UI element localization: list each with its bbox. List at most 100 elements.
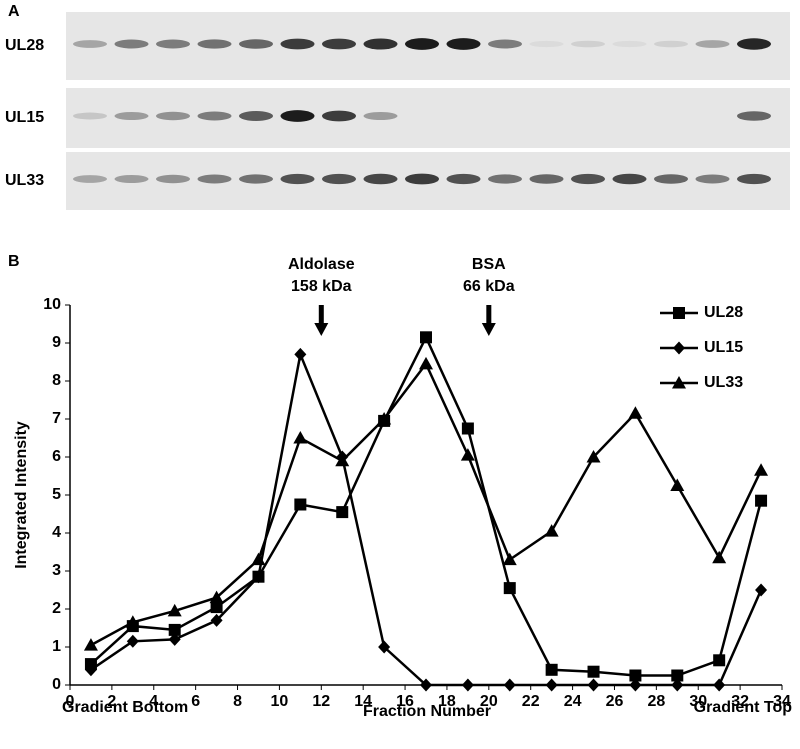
blot-band	[114, 174, 149, 184]
x-tick-label: 30	[689, 693, 707, 710]
x-tick-label: 8	[233, 693, 242, 710]
marker	[545, 663, 558, 676]
blot-band	[446, 38, 481, 50]
legend-label: UL33	[704, 374, 743, 391]
series-line	[90, 361, 763, 647]
annotation: 158 kDa	[291, 278, 352, 295]
marker	[294, 498, 307, 511]
annotation-arrow	[481, 305, 496, 336]
y-tick-label: 1	[52, 638, 61, 655]
marker	[167, 603, 182, 617]
blot-band	[405, 173, 439, 185]
x-tick-label: 34	[773, 693, 791, 710]
blot-band	[239, 174, 273, 184]
marker	[84, 663, 97, 677]
x-tick-label: 28	[647, 693, 665, 710]
blot-band	[695, 174, 730, 184]
x-tick-label: 26	[606, 693, 624, 710]
marker	[544, 524, 559, 537]
blot-band	[529, 40, 564, 48]
y-tick-label: 4	[52, 524, 61, 541]
marker	[83, 638, 98, 651]
blot-label: UL33	[5, 172, 44, 189]
y-tick-label: 8	[52, 372, 61, 389]
blot-band	[156, 39, 190, 49]
marker	[126, 634, 139, 648]
x-tick-label: 10	[271, 693, 289, 710]
legend-label: UL28	[704, 304, 743, 321]
marker	[712, 550, 727, 564]
marker	[461, 678, 474, 692]
panel-label: A	[8, 3, 20, 20]
blot-band	[114, 111, 149, 121]
blot-band	[197, 39, 232, 49]
blot-band	[363, 111, 398, 121]
annotation: Aldolase	[288, 256, 355, 273]
blot-band	[322, 38, 356, 50]
marker	[673, 307, 685, 319]
x-tick-label: 4	[149, 693, 158, 710]
x-tick-label: 18	[438, 693, 456, 710]
x-axis-label: Fraction Number	[363, 703, 491, 720]
blot-band	[446, 173, 481, 185]
marker	[251, 552, 266, 566]
marker	[713, 654, 726, 667]
x-tick-label: 24	[564, 693, 582, 710]
blot-band	[737, 173, 771, 185]
blot-band	[197, 111, 232, 121]
marker	[713, 678, 726, 692]
marker	[629, 669, 642, 682]
marker	[545, 678, 558, 692]
x-end-label: Gradient Bottom	[62, 699, 188, 716]
annotation-arrow	[314, 305, 329, 336]
blot-band	[654, 40, 688, 48]
x-tick-label: 2	[107, 693, 116, 710]
blot-band	[73, 40, 107, 48]
blot-band	[280, 38, 315, 50]
blot-band	[156, 111, 190, 121]
blot-band	[695, 40, 730, 48]
blot-label: UL15	[5, 109, 44, 126]
marker	[629, 678, 642, 692]
marker	[461, 422, 474, 435]
blot-band	[488, 39, 522, 49]
marker	[503, 678, 516, 692]
marker	[252, 570, 265, 584]
blot-band	[571, 173, 605, 185]
blot-band	[280, 173, 315, 185]
blot-band	[612, 40, 647, 48]
marker	[168, 632, 181, 646]
blot-band	[612, 173, 647, 185]
marker	[294, 347, 307, 361]
blot-band	[529, 174, 564, 184]
y-tick-label: 5	[52, 486, 61, 503]
blot-band	[363, 173, 398, 185]
blot-band	[737, 38, 771, 50]
blot-band	[488, 174, 522, 184]
panel-label: B	[8, 253, 20, 270]
blot-band	[654, 174, 688, 184]
marker	[209, 590, 224, 604]
marker	[419, 356, 433, 370]
blot-band	[737, 111, 771, 121]
x-tick-label: 20	[480, 693, 498, 710]
blot-band	[73, 112, 107, 120]
marker	[628, 406, 643, 419]
marker	[503, 582, 516, 595]
marker	[168, 623, 181, 636]
series-line	[90, 350, 763, 687]
annotation: BSA	[472, 256, 506, 273]
blot-band	[405, 38, 439, 50]
blot-band	[322, 110, 356, 122]
y-tick-label: 3	[52, 562, 61, 579]
series-line	[90, 334, 763, 677]
marker	[586, 450, 601, 463]
marker	[377, 412, 392, 425]
blot-band	[239, 39, 273, 49]
blot-band	[322, 173, 356, 185]
y-axis-label: Integrated Intensity	[13, 421, 30, 569]
blot-panel: UL28 UL15 UL33	[5, 12, 790, 210]
marker	[755, 494, 768, 507]
marker	[420, 678, 432, 692]
